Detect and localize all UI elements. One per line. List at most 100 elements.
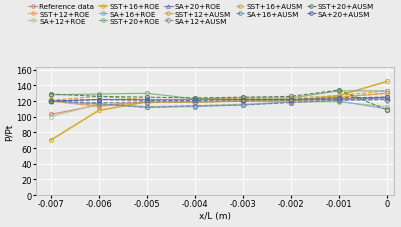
SST+12+AUSM [96, 105, 101, 108]
Line: SA+12+ROE: SA+12+ROE [49, 100, 388, 119]
SA+20+AUSM [48, 100, 53, 103]
X-axis label: x/L (m): x/L (m) [198, 211, 231, 220]
SA+16+AUSM [48, 100, 53, 103]
SA+16+AUSM [336, 99, 340, 102]
Legend: Reference data, SST+12+ROE, SA+12+ROE, SST+16+ROE, SA+16+ROE, SST+20+ROE, SA+20+: Reference data, SST+12+ROE, SA+12+ROE, S… [28, 4, 374, 25]
SA+16+ROE [240, 104, 245, 107]
SA+12+AUSM [96, 102, 101, 105]
SST+20+AUSM [240, 96, 245, 99]
SST+12+AUSM [192, 101, 196, 104]
SST+20+AUSM [383, 109, 388, 112]
SA+12+AUSM [48, 100, 53, 103]
SA+20+AUSM [192, 99, 196, 102]
SA+20+ROE [144, 99, 149, 101]
SST+16+ROE [192, 101, 196, 104]
SA+16+AUSM [96, 103, 101, 105]
SST+16+AUSM [96, 96, 101, 98]
SST+12+ROE [96, 106, 101, 109]
SA+20+AUSM [240, 99, 245, 101]
SST+12+AUSM [48, 99, 53, 102]
SST+16+AUSM [383, 90, 388, 93]
SA+20+AUSM [336, 97, 340, 100]
SA+12+AUSM [240, 100, 245, 103]
SST+20+ROE [48, 94, 53, 97]
SA+16+ROE [383, 108, 388, 111]
SST+12+AUSM [336, 96, 340, 99]
SA+12+ROE [96, 103, 101, 106]
SA+12+AUSM [192, 101, 196, 104]
SST+12+ROE [383, 92, 388, 95]
SA+20+ROE [288, 99, 292, 101]
SA+20+ROE [96, 99, 101, 101]
Reference data [240, 100, 245, 103]
SST+20+ROE [383, 90, 388, 93]
Reference data [192, 101, 196, 104]
SA+16+AUSM [383, 99, 388, 101]
SST+12+ROE [48, 100, 53, 103]
SA+20+AUSM [96, 99, 101, 101]
SA+20+AUSM [288, 99, 292, 101]
SST+12+AUSM [288, 99, 292, 101]
SST+16+ROE [336, 95, 340, 98]
Reference data [96, 104, 101, 107]
SST+16+AUSM [144, 99, 149, 101]
SA+12+ROE [288, 101, 292, 104]
SA+16+AUSM [288, 102, 292, 105]
SST+16+ROE [288, 100, 292, 103]
SA+16+ROE [336, 100, 340, 103]
SST+20+AUSM [192, 97, 196, 100]
SA+16+AUSM [144, 106, 149, 109]
SST+20+AUSM [144, 96, 149, 99]
SA+20+ROE [192, 99, 196, 101]
Reference data [288, 99, 292, 102]
SST+20+ROE [96, 93, 101, 96]
SA+16+AUSM [192, 105, 196, 108]
SST+12+ROE [240, 100, 245, 103]
SST+20+ROE [144, 92, 149, 95]
Line: SA+16+AUSM: SA+16+AUSM [49, 98, 388, 110]
SST+16+ROE [48, 139, 53, 142]
SST+16+AUSM [240, 97, 245, 100]
Line: SA+12+AUSM: SA+12+AUSM [49, 98, 388, 105]
SST+16+AUSM [48, 99, 53, 102]
SST+12+ROE [336, 96, 340, 99]
SST+12+AUSM [144, 102, 149, 105]
SA+20+AUSM [383, 96, 388, 99]
SA+12+ROE [48, 116, 53, 118]
SA+12+ROE [240, 103, 245, 106]
SA+12+AUSM [336, 99, 340, 102]
SST+12+AUSM [383, 92, 388, 95]
SA+12+ROE [383, 106, 388, 109]
SST+16+ROE [240, 100, 245, 103]
Line: Reference data: Reference data [49, 96, 388, 117]
SST+12+ROE [288, 99, 292, 101]
SA+16+ROE [192, 106, 196, 109]
SST+20+AUSM [336, 89, 340, 92]
SST+16+AUSM [288, 97, 292, 100]
Y-axis label: P/Pt: P/Pt [4, 123, 13, 140]
Reference data [383, 96, 388, 99]
SST+16+ROE [96, 110, 101, 112]
SA+20+AUSM [144, 99, 149, 102]
SST+20+ROE [288, 97, 292, 100]
Reference data [336, 98, 340, 101]
SA+20+ROE [383, 97, 388, 100]
SA+16+AUSM [240, 104, 245, 107]
Line: SST+20+ROE: SST+20+ROE [49, 89, 388, 101]
SA+16+ROE [48, 100, 53, 103]
SST+20+ROE [336, 90, 340, 93]
SA+16+ROE [144, 106, 149, 109]
SST+12+ROE [144, 101, 149, 104]
SST+12+AUSM [240, 100, 245, 103]
Line: SST+16+ROE: SST+16+ROE [49, 80, 388, 143]
SA+20+ROE [336, 99, 340, 101]
SA+12+ROE [336, 101, 340, 104]
SA+16+ROE [96, 103, 101, 106]
Line: SST+12+AUSM: SST+12+AUSM [49, 92, 388, 108]
SST+12+ROE [192, 101, 196, 104]
SST+20+ROE [240, 97, 245, 100]
SA+12+AUSM [288, 99, 292, 102]
SA+12+AUSM [144, 101, 149, 104]
Line: SST+20+AUSM: SST+20+AUSM [49, 89, 388, 112]
SA+12+ROE [192, 105, 196, 108]
